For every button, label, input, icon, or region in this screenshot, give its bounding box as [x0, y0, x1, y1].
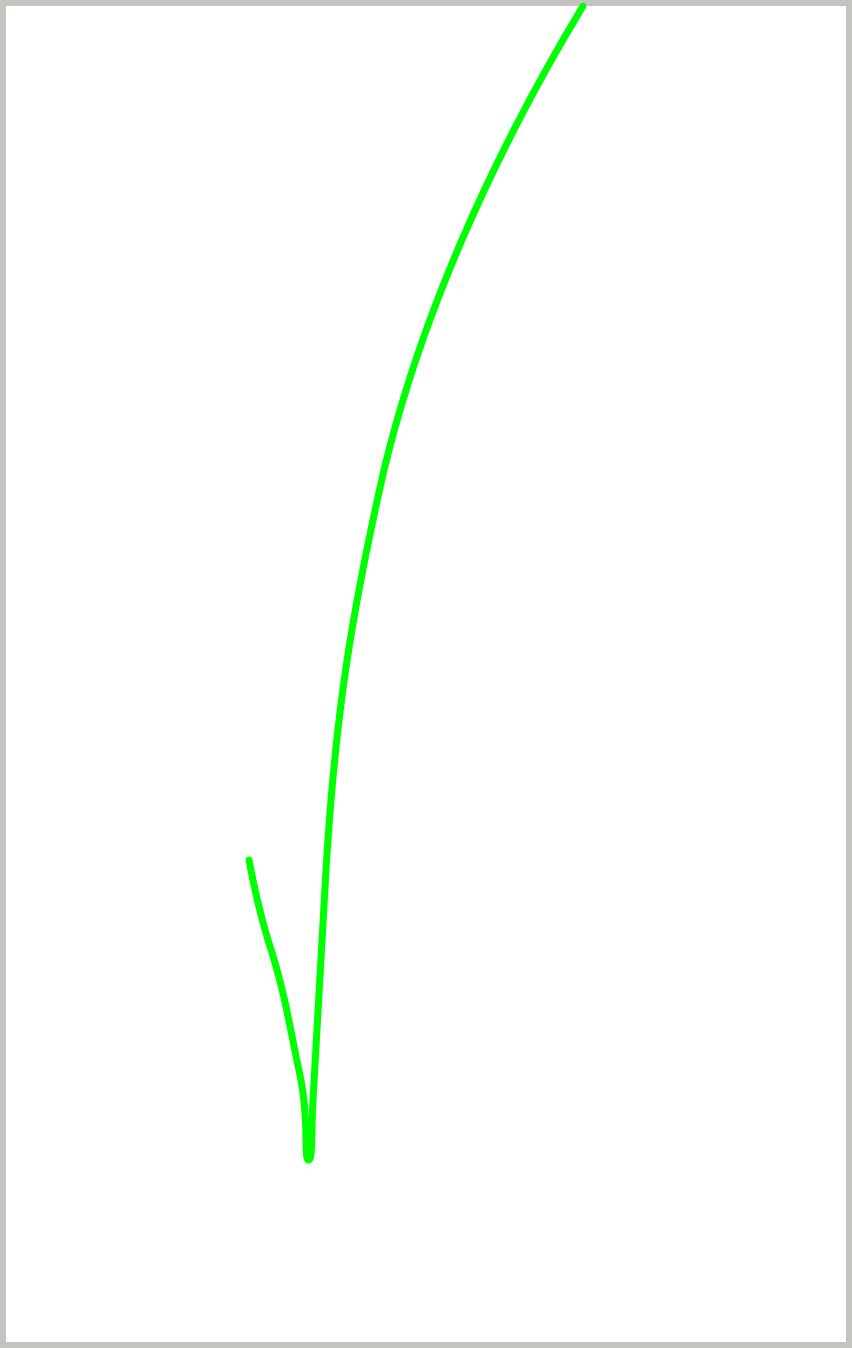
green-stroke	[245, 2, 587, 1164]
